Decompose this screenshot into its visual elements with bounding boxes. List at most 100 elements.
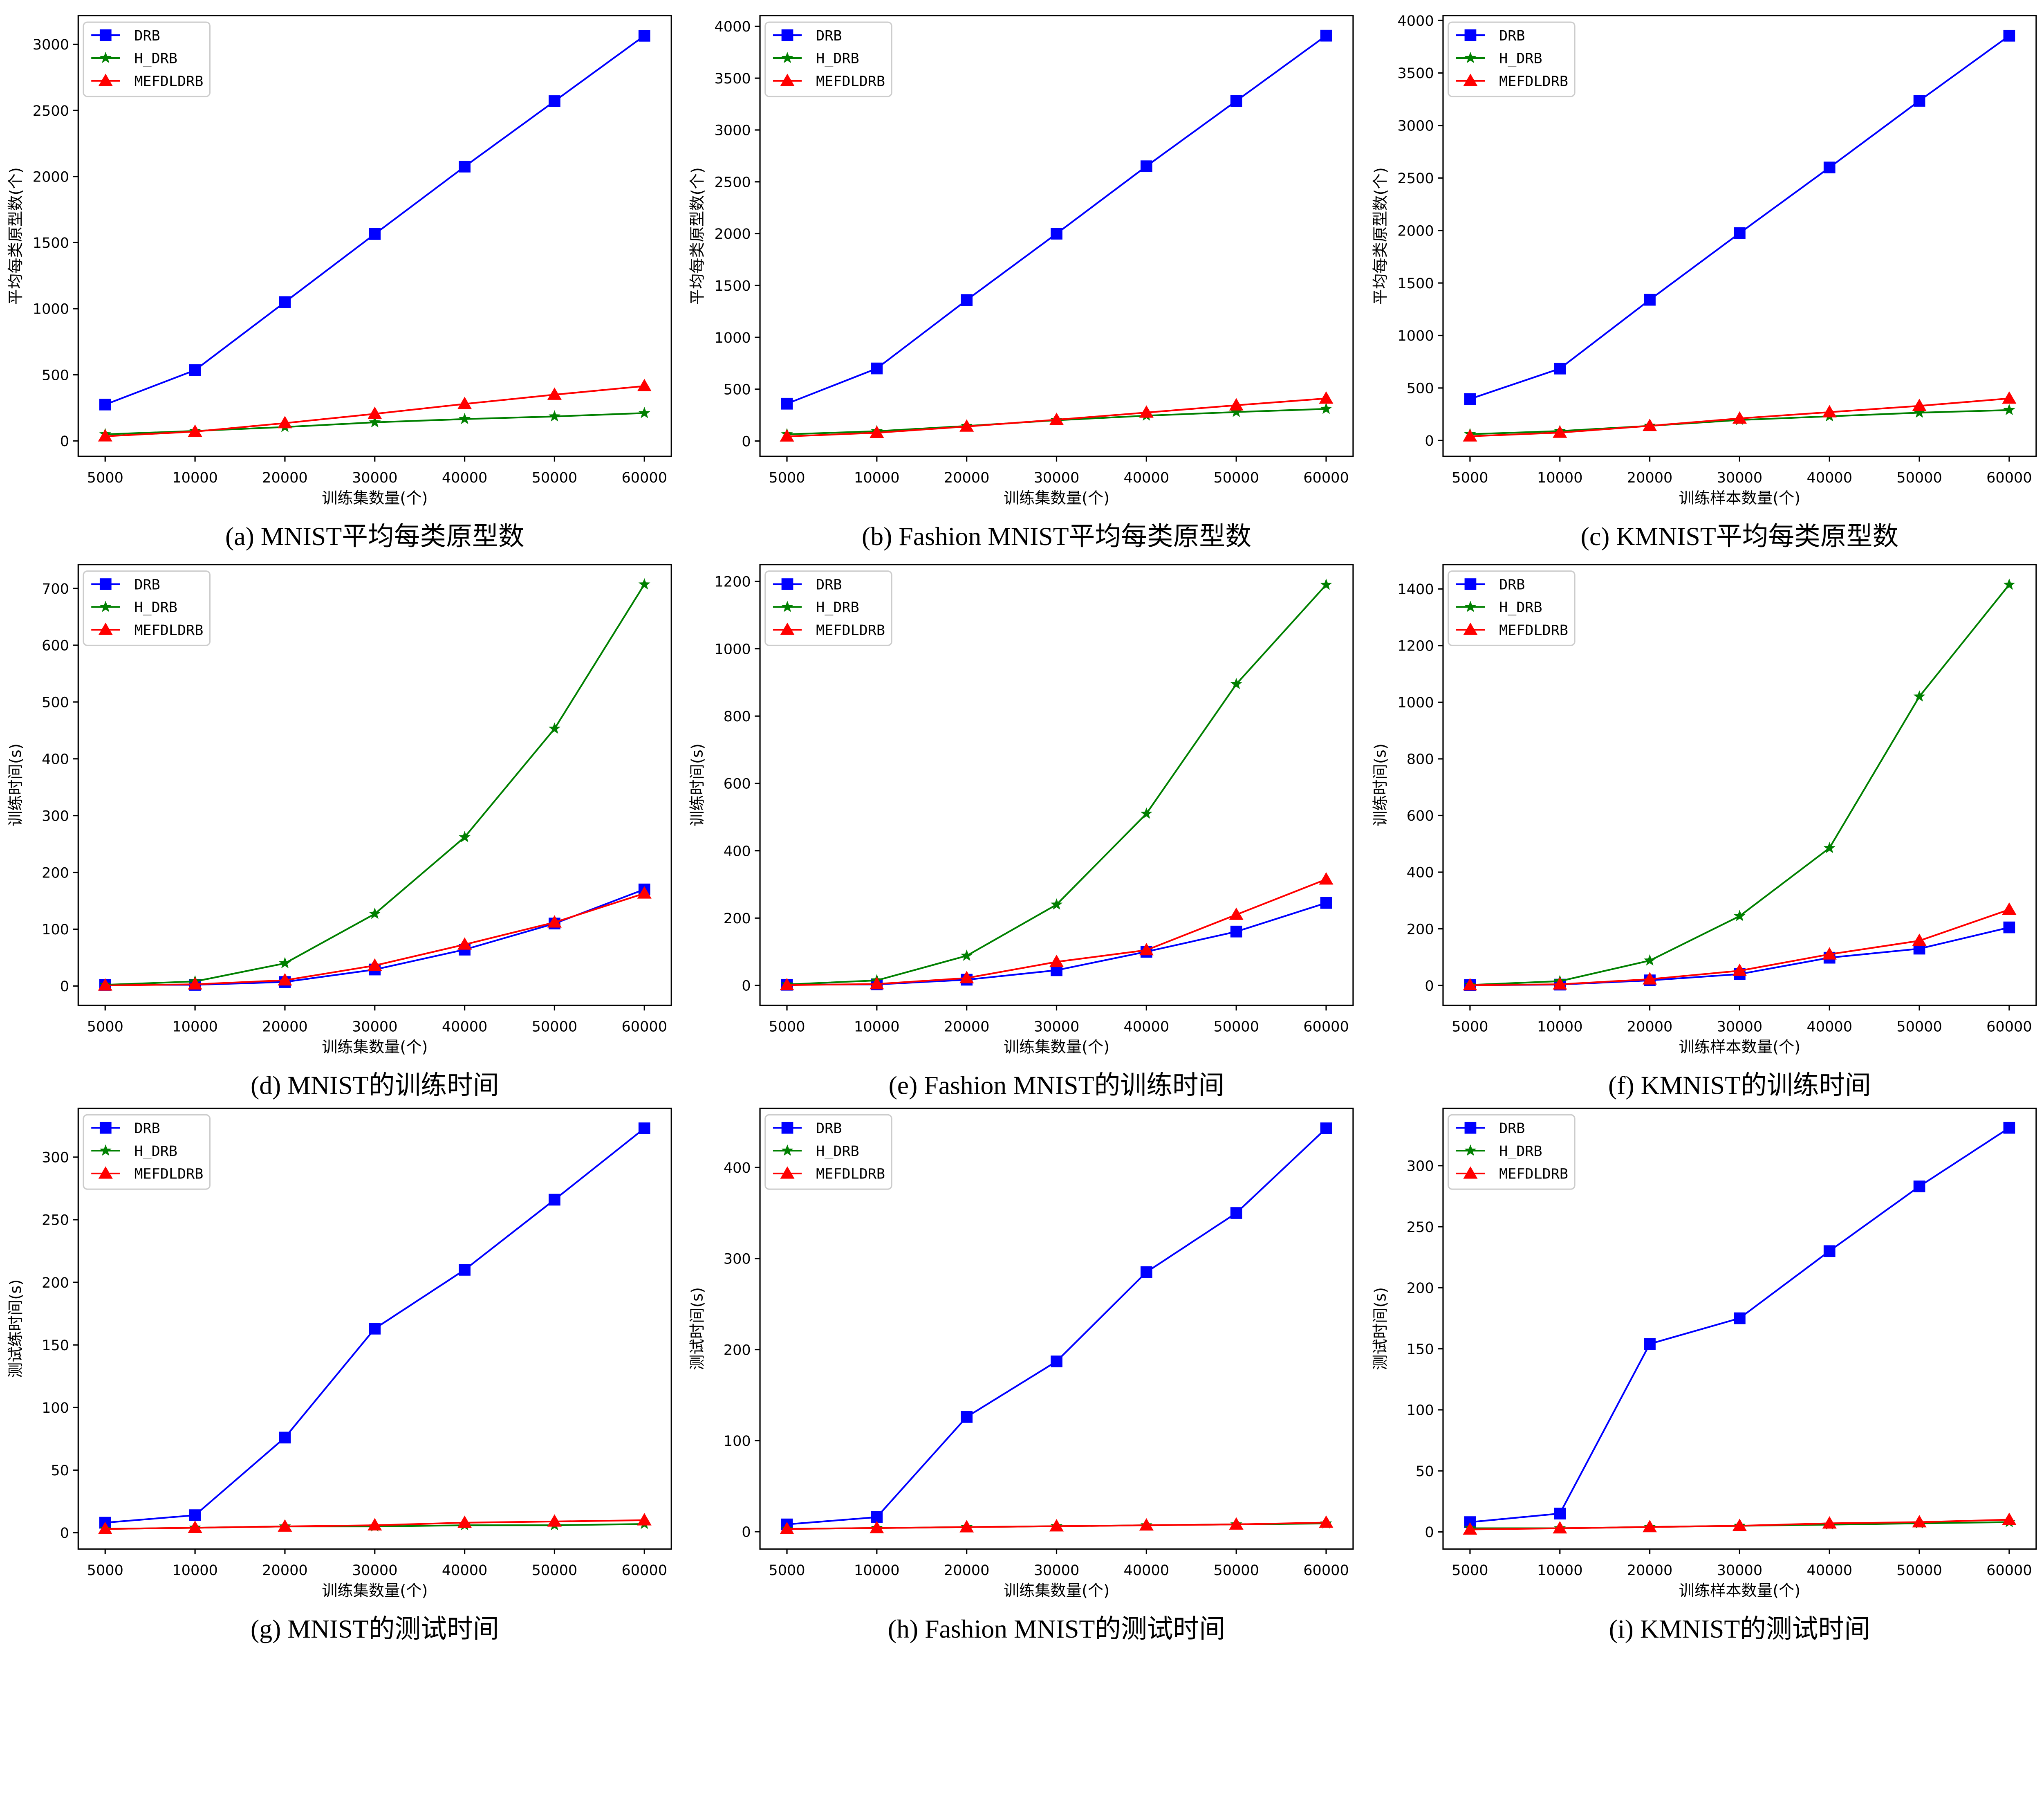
data-point-mefdldrb (870, 425, 884, 438)
x-tick-label: 30000 (1034, 1562, 1080, 1579)
legend: DRB H_DRB MEFDLDRB (83, 21, 211, 97)
data-point-h_drb (1320, 578, 1332, 590)
data-point-drb (99, 398, 111, 411)
y-tick-label: 50 (1416, 1463, 1434, 1480)
data-point-h_drb (548, 722, 560, 734)
chart-caption: (c) KMNIST平均每类原型数 (1581, 522, 1899, 551)
y-tick-label: 500 (42, 694, 69, 711)
legend-label: H_DRB (816, 599, 859, 616)
legend-box (1448, 570, 1576, 646)
y-tick-label: 50 (51, 1462, 69, 1479)
data-point-mefdldrb (1822, 947, 1837, 960)
legend-marker-h_drb (1464, 601, 1477, 612)
data-point-mefdldrb (98, 1522, 112, 1535)
y-tick-label: 1000 (714, 641, 751, 658)
chart-caption: (h) Fashion MNIST的测试时间 (888, 1614, 1225, 1643)
x-tick-label: 20000 (1627, 1018, 1673, 1035)
y-tick-label: 150 (42, 1337, 69, 1354)
x-axis-label: 训练集数量(个) (1004, 489, 1109, 507)
x-tick-label: 60000 (1303, 1018, 1349, 1035)
chart-caption: (d) MNIST的训练时间 (251, 1070, 499, 1100)
x-tick-label: 40000 (1124, 1562, 1170, 1579)
legend-marker-drb (1464, 1122, 1477, 1134)
y-tick-label: 1000 (33, 301, 69, 318)
y-tick-label: 0 (1425, 978, 1434, 994)
legend-marker-mefdldrb (780, 622, 795, 635)
data-point-drb (1823, 1245, 1836, 1257)
data-point-drb (2003, 921, 2015, 934)
legend-label: MEFDLDRB (1499, 73, 1568, 90)
y-tick-label: 200 (724, 910, 751, 927)
legend-label: H_DRB (134, 599, 177, 616)
legend-label: DRB (1499, 1120, 1525, 1137)
data-point-mefdldrb (1822, 1516, 1837, 1529)
x-tick-label: 20000 (262, 1562, 308, 1579)
chart-panel: 0 100 200 300 400 5000 10000 20000 30000 40000 500… (688, 1107, 1354, 1643)
data-point-mefdldrb (457, 397, 472, 409)
x-tick-label: 30000 (1717, 469, 1763, 486)
legend-marker-mefdldrb (98, 1166, 113, 1179)
data-point-mefdldrb (1732, 411, 1747, 424)
data-point-mefdldrb (457, 937, 472, 950)
data-point-h_drb (369, 416, 381, 428)
y-tick-label: 3500 (1397, 65, 1434, 82)
legend: DRB H_DRB MEFDLDRB (1448, 1114, 1576, 1190)
y-tick-label: 2000 (1397, 222, 1434, 239)
data-point-mefdldrb (1732, 1518, 1747, 1531)
chart-caption: (e) Fashion MNIST的训练时间 (889, 1070, 1225, 1100)
y-tick-label: 1200 (1397, 638, 1434, 655)
x-tick-label: 50000 (1213, 469, 1259, 486)
data-point-mefdldrb (1229, 907, 1244, 920)
y-tick-label: 100 (1407, 1402, 1434, 1419)
legend-marker-drb (99, 29, 112, 41)
data-point-mefdldrb (188, 1520, 202, 1533)
data-point-mefdldrb (98, 429, 112, 442)
x-tick-label: 50000 (1896, 1562, 1942, 1579)
data-point-mefdldrb (547, 915, 562, 928)
x-tick-label: 5000 (87, 469, 123, 486)
y-tick-label: 800 (1407, 751, 1434, 768)
y-tick-label: 250 (42, 1212, 69, 1229)
y-tick-label: 200 (42, 864, 69, 881)
data-point-h_drb (459, 413, 471, 424)
data-point-drb (1734, 227, 1746, 239)
data-point-mefdldrb (780, 978, 794, 990)
data-point-mefdldrb (457, 1515, 472, 1528)
y-axis-label: 训练时间(s) (7, 743, 25, 826)
data-point-h_drb (1230, 678, 1242, 689)
x-tick-label: 30000 (1034, 1018, 1080, 1035)
y-tick-label: 0 (742, 433, 751, 450)
data-point-drb (1464, 393, 1476, 405)
data-point-drb (279, 1432, 291, 1444)
legend-label: MEFDLDRB (816, 1166, 885, 1183)
data-point-mefdldrb (780, 429, 794, 442)
legend-label: DRB (816, 576, 842, 593)
data-point-mefdldrb (1229, 1517, 1244, 1530)
y-tick-label: 2000 (33, 168, 69, 185)
x-axis-label: 训练集数量(个) (322, 1038, 428, 1056)
y-tick-label: 400 (42, 751, 69, 768)
legend: DRB H_DRB MEFDLDRB (1448, 570, 1576, 646)
data-point-drb (961, 294, 973, 306)
data-point-drb (1230, 925, 1242, 938)
data-point-drb (1644, 1338, 1656, 1350)
data-point-drb (1913, 1180, 1925, 1192)
y-tick-label: 800 (724, 708, 751, 725)
data-point-h_drb (1140, 807, 1152, 819)
data-point-drb (781, 397, 793, 410)
legend-box (83, 1114, 211, 1190)
chart-caption: (g) MNIST的测试时间 (251, 1614, 499, 1643)
y-tick-label: 500 (1407, 380, 1434, 397)
legend-marker-drb (781, 578, 793, 590)
y-tick-label: 1500 (714, 278, 751, 294)
x-tick-label: 20000 (262, 1018, 308, 1035)
data-point-mefdldrb (2002, 902, 2017, 915)
x-tick-label: 60000 (1986, 1562, 2032, 1579)
chart-panel: 0 50 100 150 200 250 300 5000 10000 20000 30000 400… (7, 1107, 672, 1643)
x-tick-label: 30000 (1034, 469, 1080, 486)
data-point-mefdldrb (1553, 425, 1567, 438)
data-point-drb (638, 30, 650, 42)
data-point-mefdldrb (188, 424, 202, 437)
legend-marker-drb (1464, 29, 1477, 41)
x-tick-label: 50000 (1213, 1562, 1259, 1579)
